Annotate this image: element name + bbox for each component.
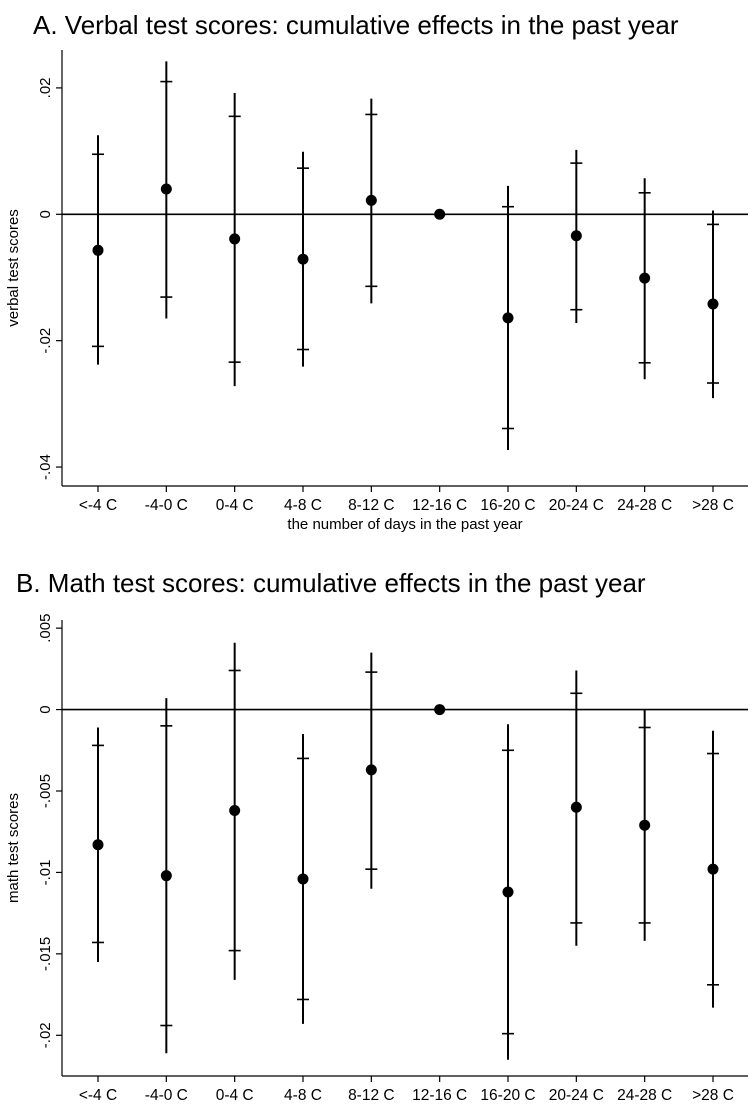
point-estimate (570, 230, 582, 242)
x-tick-label: >28 C (692, 497, 734, 514)
point-estimate (707, 863, 719, 875)
y-axis-title: verbal test scores (5, 209, 22, 327)
point-estimate (639, 272, 651, 284)
x-tick-label: 12-16 C (412, 497, 467, 514)
x-tick-label: <-4 C (79, 1087, 117, 1104)
x-tick-label: 20-24 C (549, 1087, 604, 1104)
x-tick-label: -4-0 C (145, 497, 188, 514)
x-tick-label: 0-4 C (216, 1087, 254, 1104)
x-axis-title: the number of days in the past year (287, 516, 522, 533)
point-estimate (297, 873, 309, 885)
point-estimate (92, 244, 104, 256)
x-tick-label: 16-20 C (480, 497, 535, 514)
point-estimate (639, 819, 651, 831)
point-estimate (92, 839, 104, 851)
x-tick-label: 24-28 C (617, 497, 672, 514)
point-estimate (434, 208, 446, 220)
point-estimate (707, 298, 719, 310)
y-tick-label: .005 (37, 614, 54, 643)
point-estimate (229, 805, 241, 817)
x-tick-label: -4-0 C (145, 1087, 188, 1104)
y-tick-label: -.01 (37, 859, 54, 885)
x-tick-label: 24-28 C (617, 1087, 672, 1104)
point-estimate (365, 194, 377, 206)
point-estimate (570, 801, 582, 813)
x-tick-label: 20-24 C (549, 497, 604, 514)
chart-title: A. Verbal test scores: cumulative effect… (33, 10, 679, 40)
y-tick-label: 0 (37, 210, 54, 218)
chart-title: B. Math test scores: cumulative effects … (16, 568, 646, 598)
x-tick-label: 16-20 C (480, 1087, 535, 1104)
point-estimate (502, 312, 514, 324)
x-tick-label: 8-12 C (348, 1087, 395, 1104)
x-tick-label: >28 C (692, 1087, 734, 1104)
panel-b-math: B. Math test scores: cumulative effects … (0, 540, 753, 1104)
point-estimate (229, 233, 241, 245)
y-tick-label: -.005 (37, 774, 54, 808)
point-estimate (160, 183, 172, 195)
x-tick-label: <-4 C (79, 497, 117, 514)
x-tick-label: 8-12 C (348, 497, 395, 514)
y-tick-label: -.02 (37, 328, 54, 354)
point-estimate (297, 253, 309, 265)
math-chart: -.02 -.015 -.01 -.005 0 .005 math test scores <… (5, 614, 748, 1104)
y-axis-title: math test scores (5, 793, 22, 903)
point-estimate (434, 704, 446, 716)
y-tick-label: -.04 (37, 454, 54, 480)
y-tick-label: -.02 (37, 1022, 54, 1048)
point-estimate (365, 764, 377, 776)
point-estimate (160, 870, 172, 882)
x-tick-label: 4-8 C (284, 497, 322, 514)
y-tick-label: .02 (37, 77, 54, 98)
panel-a-verbal: A. Verbal test scores: cumulative effect… (0, 0, 753, 540)
x-tick-label: 12-16 C (412, 1087, 467, 1104)
x-tick-label: 0-4 C (216, 497, 254, 514)
point-estimate (502, 886, 514, 898)
y-tick-label: 0 (37, 705, 54, 713)
verbal-chart: -.04 -.02 0 .02 verbal test scores <-4 C -4-0 … (5, 50, 748, 533)
y-tick-label: -.015 (37, 937, 54, 971)
x-tick-label: 4-8 C (284, 1087, 322, 1104)
